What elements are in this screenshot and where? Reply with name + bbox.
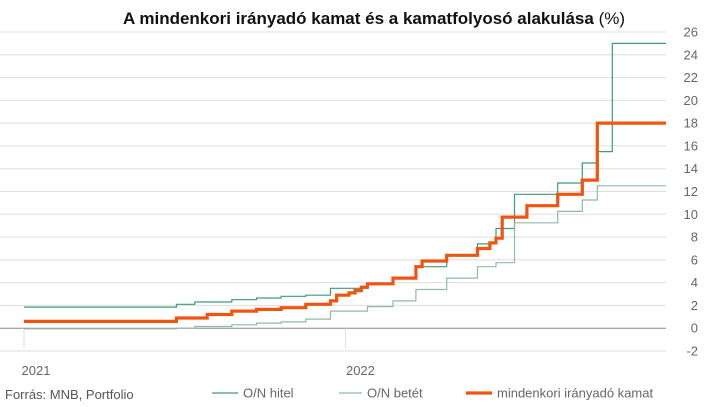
legend-label-1: O/N hitel (243, 386, 294, 401)
legend: O/N hitel O/N betét mindenkori irányadó ka… (212, 386, 653, 401)
y-tick-label: 26 (684, 25, 698, 40)
y-tick-label: 0 (691, 321, 698, 336)
y-tick-label: 24 (684, 47, 698, 62)
legend-label-3: mindenkori irányadó kamat (497, 386, 653, 401)
x-tick-label: 2021 (22, 363, 51, 378)
chart-title-unit: (%) (599, 9, 625, 28)
y-tick-label: 12 (684, 184, 698, 199)
source-note: Forrás: MNB, Portfolio (5, 387, 134, 402)
y-tick-label: 20 (684, 93, 698, 108)
chart-title-text: A mindenkori irányadó kamat és a kamatfo… (123, 9, 594, 28)
chart-title: A mindenkori irányadó kamat és a kamatfo… (123, 9, 625, 28)
y-tick-label: 18 (684, 116, 698, 131)
y-tick-label: 2 (691, 298, 698, 313)
y-tick-label: 4 (691, 275, 698, 290)
grid-lines (0, 31, 666, 352)
y-tick-label: 8 (691, 230, 698, 245)
y-tick-label: 6 (691, 252, 698, 267)
x-tick-label: 2022 (346, 363, 375, 378)
series-line-3 (24, 121, 666, 323)
series-line-1 (24, 42, 666, 308)
series-line-2 (24, 185, 666, 330)
y-tick-label: 16 (684, 138, 698, 153)
series-lines (24, 42, 666, 330)
y-tick-label: 22 (684, 70, 698, 85)
legend-label-2: O/N betét (367, 386, 423, 401)
y-tick-label: 10 (684, 207, 698, 222)
y-tick-label: 14 (684, 161, 698, 176)
x-axis-ticks: 2021 2022 (22, 328, 375, 378)
y-tick-label: -2 (686, 344, 698, 359)
